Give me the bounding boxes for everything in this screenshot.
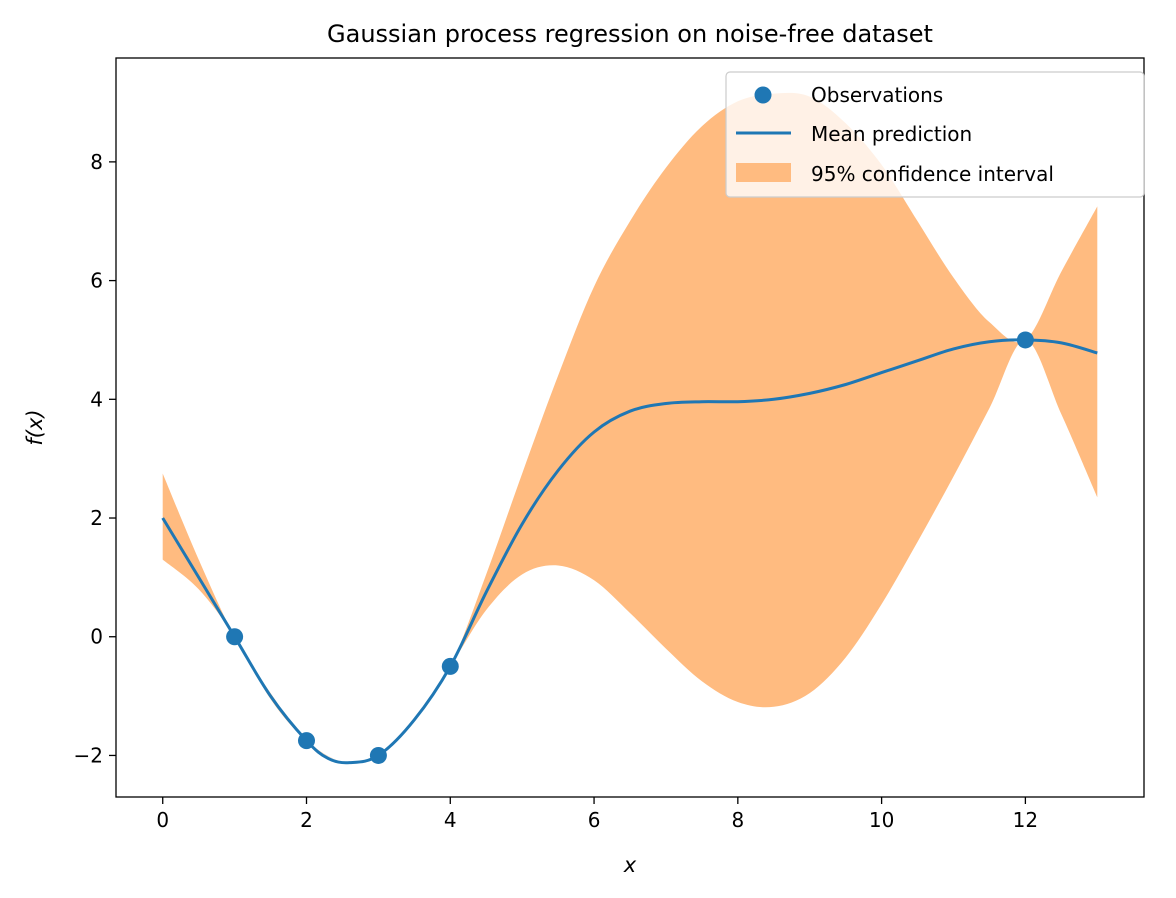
observation-point: [298, 732, 316, 750]
legend-interval-patch: [736, 163, 791, 182]
legend-interval-label: 95% confidence interval: [811, 162, 1054, 186]
confidence-interval-band: [162, 92, 1098, 763]
x-tick-label: 12: [1013, 808, 1038, 832]
x-tick-label: 10: [869, 808, 894, 832]
legend-box: [725, 71, 1145, 198]
mean-prediction-line: [161, 338, 1098, 765]
y-tick-label: −2: [74, 743, 103, 767]
y-tick-label: 6: [90, 269, 103, 293]
observation-point: [369, 746, 387, 764]
y-axis-ticks: −2 0 2 4 6 8: [74, 150, 116, 767]
x-tick-label: 4: [444, 808, 457, 832]
y-tick-label: 4: [90, 387, 103, 411]
x-tick-label: 8: [731, 808, 744, 832]
y-tick-label: 2: [90, 506, 103, 530]
y-axis-label: f(x): [23, 409, 47, 445]
observation-point: [226, 628, 244, 646]
x-tick-label: 6: [588, 808, 601, 832]
x-tick-label: 0: [156, 808, 169, 832]
legend-mean-label: Mean prediction: [811, 122, 972, 146]
axes-frame: [115, 57, 1145, 798]
observation-point: [441, 657, 459, 675]
legend-observations-marker: [754, 86, 772, 104]
legend-observations-label: Observations: [811, 83, 943, 107]
x-axis-label: x: [623, 853, 637, 877]
plot-area: [161, 92, 1098, 765]
y-tick-label: 8: [90, 150, 103, 174]
y-tick-label: 0: [90, 625, 103, 649]
x-tick-label: 2: [300, 808, 313, 832]
chart-title: Gaussian process regression on noise-fre…: [327, 20, 933, 48]
observation-point: [1016, 331, 1034, 349]
legend: Observations Mean prediction 95% confide…: [725, 71, 1145, 198]
x-axis-ticks: 0 2 4 6 8 10 12: [156, 797, 1038, 832]
